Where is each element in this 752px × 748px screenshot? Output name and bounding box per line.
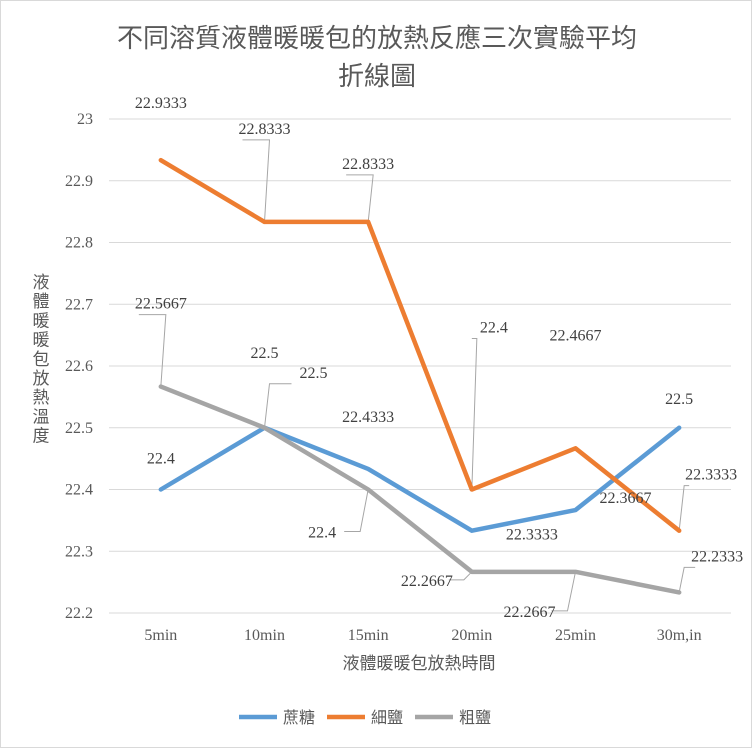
x-tick-label: 15min	[348, 627, 389, 644]
leader-line	[448, 571, 473, 581]
legend-label: 粗鹽	[459, 708, 491, 727]
data-label: 22.3333	[506, 527, 558, 544]
data-label: 22.4333	[342, 409, 394, 426]
data-label: 22.9333	[135, 95, 187, 112]
data-label: 22.3333	[685, 467, 737, 484]
leader-line	[264, 383, 292, 428]
x-tick-label: 5min	[144, 627, 177, 644]
y-tick-label: 22.3	[65, 543, 93, 560]
y-axis-title: 液體暖暖包放熱溫度	[33, 273, 50, 447]
chart-title-line-1: 不同溶質液體暖暖包的放熱反應三次實驗平均	[117, 24, 637, 54]
y-tick-label: 22.4	[65, 482, 93, 499]
data-labels: 22.4 22.5 22.4333 22.3333 22.3667 22.5 22.9333…	[135, 95, 743, 621]
leader-line	[678, 566, 696, 593]
x-tick-label: 10min	[244, 627, 285, 644]
leader-line	[344, 489, 369, 532]
series-line-1	[158, 157, 682, 533]
data-label: 22.2667	[504, 604, 556, 621]
legend: 蔗糖 細鹽 粗鹽	[239, 708, 491, 727]
leader-line	[551, 571, 576, 612]
data-label: 22.4	[147, 451, 175, 468]
y-tick-label: 22.5	[65, 420, 93, 437]
x-tick-label: 25min	[555, 627, 596, 644]
data-label-leader-lines	[138, 139, 696, 612]
series-line-2	[158, 384, 682, 595]
data-label: 22.8333	[239, 121, 291, 138]
legend-label: 細鹽	[371, 708, 403, 727]
y-tick-label: 22.7	[65, 296, 93, 313]
series-lines	[158, 157, 682, 595]
data-label: 22.4	[308, 525, 336, 542]
x-axis-ticks: 5min 10min 15min 20min 25min 30m,in	[144, 627, 701, 644]
y-tick-label: 22.9	[65, 173, 93, 190]
data-label: 22.5	[251, 345, 279, 362]
y-tick-label: 23	[77, 111, 93, 128]
data-label: 22.8333	[342, 156, 394, 173]
x-tick-label: 30m,in	[657, 627, 702, 644]
data-label: 22.2333	[691, 548, 743, 565]
gridlines	[109, 118, 731, 614]
y-tick-label: 22.8	[65, 235, 93, 252]
x-tick-label: 20min	[451, 627, 492, 644]
x-axis-title: 液體暖暖包放熱時間	[343, 654, 496, 674]
series-line-0	[158, 425, 682, 533]
leader-line	[471, 338, 478, 490]
legend-label: 蔗糖	[283, 708, 315, 727]
data-label: 22.2667	[401, 573, 453, 590]
y-tick-label: 22.2	[65, 605, 93, 622]
y-axis-ticks: 22.2 22.3 22.4 22.5 22.6 22.7 22.8 22.9 23	[65, 111, 93, 622]
data-label: 22.5	[665, 391, 693, 408]
data-label: 22.5	[300, 365, 328, 382]
data-label: 22.4	[480, 320, 508, 337]
y-tick-label: 22.6	[65, 358, 93, 375]
data-label: 22.5667	[135, 296, 187, 313]
leader-line	[242, 139, 271, 222]
leader-line	[138, 314, 167, 387]
data-label: 22.4667	[550, 327, 602, 344]
data-label: 22.3667	[600, 490, 652, 507]
leader-line	[678, 485, 690, 531]
chart-title-line-2: 折線圖	[338, 62, 416, 92]
leader-line	[346, 174, 374, 222]
